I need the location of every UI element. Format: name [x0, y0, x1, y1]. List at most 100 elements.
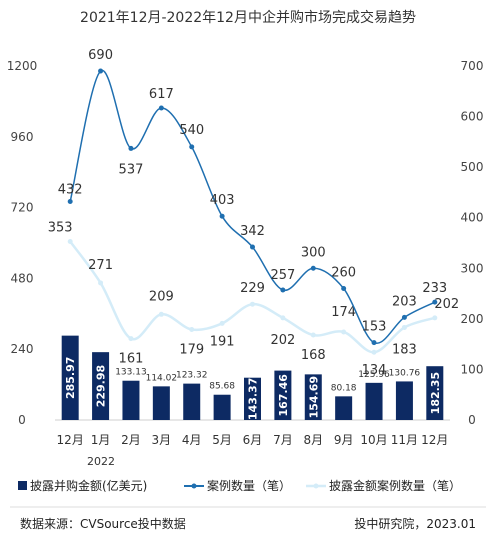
legend: 披露并购金额(亿美元) 案例数量（笔） 披露金额案例数量（笔）: [18, 478, 461, 493]
x-axis-tick-label: 5月: [212, 433, 232, 447]
light-series-point: [401, 324, 407, 330]
right-axis-tick-label: 300: [461, 261, 484, 275]
x-axis-tick-label: 11月: [391, 433, 418, 447]
x-axis-tick-label: 10月: [360, 433, 387, 447]
right-axis-tick-label: 500: [461, 160, 484, 174]
right-axis-tick-label: 700: [461, 59, 484, 73]
dark-series-value-label: 203: [392, 294, 417, 309]
dark-series-value-label: 300: [301, 245, 326, 260]
dark-series-point: [67, 199, 73, 205]
light-series-value-label: 229: [240, 281, 265, 296]
bar: [213, 394, 231, 420]
bar-value-label: 130.76: [389, 368, 421, 378]
light-series-point: [98, 280, 104, 286]
bar: [152, 386, 170, 420]
light-series-value-label: 202: [270, 333, 295, 348]
light-series-value-label: 174: [331, 305, 356, 320]
x-axis: 12月 1月 2月 3月 4月 5月 6月 7月 8月 9月 10月 11月 12月: [57, 433, 449, 447]
dark-series-point: [219, 213, 225, 219]
dark-series-point: [280, 287, 286, 293]
light-series-value-label: 168: [301, 348, 326, 363]
light-series-point: [219, 320, 225, 326]
dark-series-point: [310, 265, 316, 271]
right-axis-tick-label: 100: [461, 362, 484, 376]
dark-series-value-label: 617: [149, 87, 174, 102]
right-axis-tick-label: 400: [461, 211, 484, 225]
dark-series-point: [432, 299, 438, 305]
bar: [365, 382, 383, 420]
legend-label-line-dark: 案例数量（笔）: [207, 478, 291, 493]
dark-series-point: [401, 314, 407, 320]
light-series-value-label: 353: [48, 220, 73, 235]
left-axis-tick-label: 0: [18, 413, 26, 427]
x-axis-tick-label: 8月: [303, 433, 323, 447]
bar-value-label: 80.18: [331, 383, 357, 393]
x-axis-tick-label: 12月: [421, 433, 448, 447]
light-series-line: [69, 240, 436, 354]
bar-value-label: 182.35: [429, 372, 442, 414]
x-axis-tick-label: 3月: [152, 433, 172, 447]
bar: [122, 380, 140, 420]
dark-series-value-label: 260: [331, 266, 356, 281]
bar-value-label: 133.13: [115, 368, 147, 378]
dark-series-value-label: 153: [362, 320, 387, 335]
dark-series-point: [250, 244, 255, 250]
light-series-point: [371, 349, 377, 355]
dark-series-value-label: 403: [210, 193, 235, 208]
light-series-value-label: 179: [179, 342, 204, 357]
left-axis-tick-label: 960: [11, 130, 34, 144]
light-series-point: [341, 329, 347, 335]
x-axis-tick-label: 4月: [182, 433, 202, 447]
dark-series-point: [341, 286, 347, 292]
x-axis-tick-label: 12月: [57, 433, 84, 447]
legend-swatch-bar: [18, 481, 27, 490]
legend-marker-line-dark: [191, 483, 197, 489]
bar-value-label: 125.96: [358, 370, 390, 380]
bar-value-label: 167.46: [277, 374, 290, 417]
light-series-point: [67, 238, 73, 244]
bar: [92, 352, 110, 420]
dark-series-value-label: 257: [270, 268, 295, 283]
footer-source: 数据来源：CVSource投中数据: [20, 516, 186, 531]
dark-series-point: [371, 340, 377, 346]
bar: [274, 370, 292, 420]
legend-marker-line-light: [313, 483, 319, 489]
dark-series-value-label: 690: [88, 48, 113, 63]
light-series-value-label: 183: [392, 342, 417, 357]
bar-value-label: 229.98: [95, 365, 108, 407]
dark-series-point: [189, 144, 195, 150]
bar: [61, 335, 79, 420]
right-axis-tick-label: 600: [461, 110, 484, 124]
light-series-value-label: 191: [210, 334, 235, 349]
light-series-point: [189, 326, 195, 332]
x-axis-tick-label: 2月: [121, 433, 141, 447]
legend-label-bar: 披露并购金额(亿美元): [30, 478, 147, 493]
bar-value-label: 85.68: [209, 382, 235, 392]
light-series-value-label: 134: [362, 363, 387, 378]
dark-series-point: [128, 145, 134, 151]
light-line-series: 353 271 161 209 179 191 229 202 168 174 134 183 202: [48, 220, 459, 378]
light-series-point: [432, 315, 438, 321]
bar-value-label: 285.97: [64, 357, 77, 399]
bar-value-label: 143.37: [247, 378, 260, 420]
bar: [183, 383, 201, 420]
bar: [335, 396, 353, 420]
x-axis-year-label: 2022: [87, 455, 115, 468]
dark-series-point: [158, 105, 164, 111]
bar: [244, 377, 261, 420]
light-series-point: [310, 332, 316, 338]
right-axis: 0 100 200 300 400 500 600 700: [461, 59, 484, 427]
bar-value-label: 123.32: [176, 371, 208, 381]
light-series-value-label: 209: [149, 289, 174, 304]
left-axis-tick-label: 1200: [7, 59, 38, 73]
left-axis-tick-label: 720: [11, 201, 34, 215]
x-axis-tick-label: 9月: [334, 433, 354, 447]
bar: [395, 381, 413, 420]
left-axis-tick-label: 240: [11, 342, 34, 356]
bar-value-label: 154.69: [307, 376, 320, 418]
bar: [304, 374, 322, 420]
footer-credit: 投中研究院，2023.01: [354, 516, 476, 531]
